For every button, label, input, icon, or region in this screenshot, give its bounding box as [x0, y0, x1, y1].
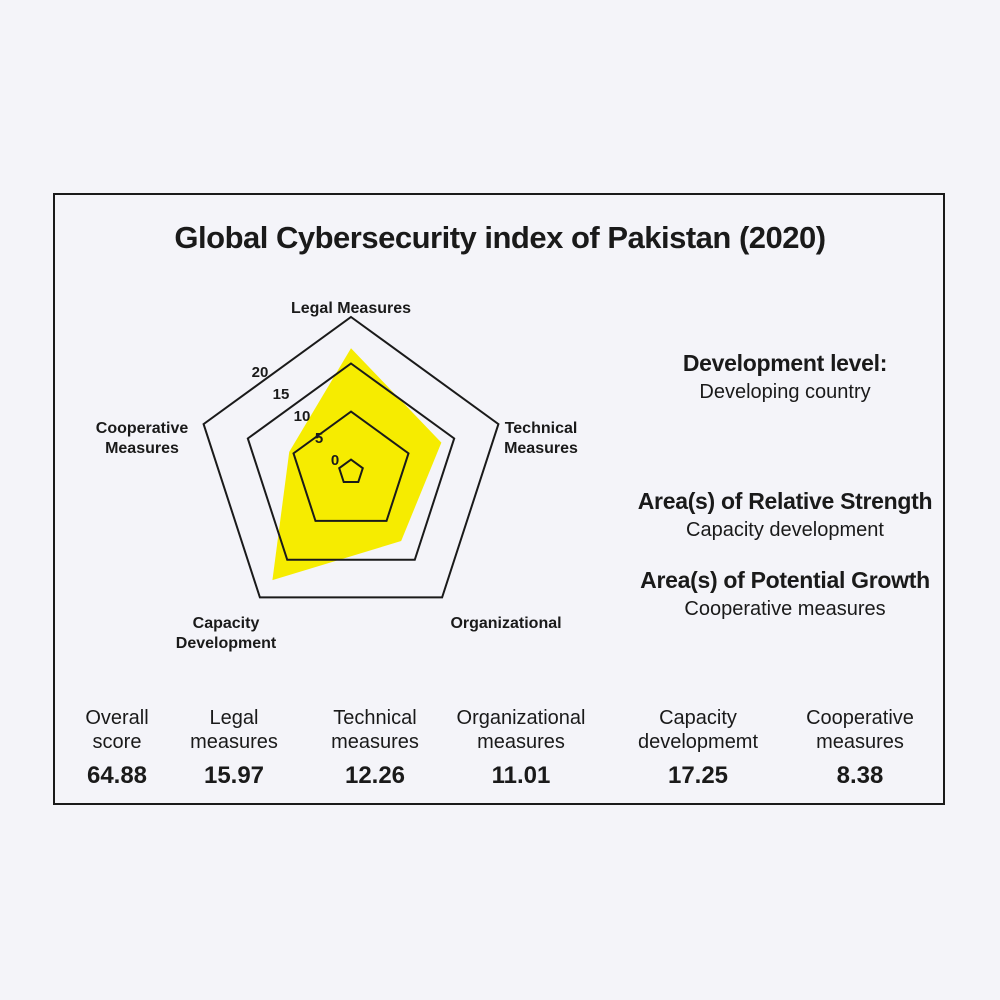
tick-label-10: 10 — [294, 408, 311, 425]
stat-label: Legal measures — [190, 707, 278, 753]
radar-grid-ring-2 — [292, 410, 410, 522]
chart-title: Global Cybersecurity index of Pakistan (… — [174, 220, 826, 255]
axis-label-technical: Technical — [505, 420, 578, 437]
stat-capacity-development: Capacity developmemt 17.25 — [618, 706, 778, 790]
axis-label-cooperative-line2: Measures — [105, 440, 179, 457]
stat-overall-score: Overall score 64.88 — [37, 706, 197, 790]
radar-grid — [202, 315, 500, 599]
radar-grid-ring-1 — [338, 458, 364, 484]
stat-label: Capacity developmemt — [637, 707, 759, 753]
axis-label-organizational: Organizational — [450, 615, 561, 632]
stat-value: 64.88 — [86, 762, 148, 789]
stat-value: 17.25 — [667, 762, 729, 789]
radar-grid-ring-4 — [202, 315, 500, 599]
axis-label-cooperative: Cooperative — [96, 420, 189, 437]
stat-value: 15.97 — [203, 762, 265, 789]
stat-technical-measures: Technical measures 12.26 — [295, 706, 455, 790]
stat-label: Technical measures — [331, 707, 419, 753]
stat-label: Overall score — [85, 707, 149, 753]
axis-label-capacity-line2: Development — [176, 635, 277, 652]
axis-label-capacity: Capacity — [193, 615, 260, 632]
stat-label: Organizational measures — [456, 707, 586, 753]
stat-label: Cooperative measures — [806, 707, 914, 753]
chart-frame — [53, 193, 945, 805]
stat-legal-measures: Legal measures 15.97 — [154, 706, 314, 790]
development-level-heading: Development level: — [682, 350, 888, 376]
relative-strength-block: Area(s) of Relative Strength Capacity de… — [630, 488, 940, 542]
tick-label-20: 20 — [252, 364, 269, 381]
stat-value: 8.38 — [836, 762, 884, 789]
tick-label-0: 0 — [331, 452, 339, 469]
tick-label-5: 5 — [315, 430, 323, 447]
stat-cooperative-measures: Cooperative measures 8.38 — [780, 706, 940, 790]
potential-growth-heading: Area(s) of Potential Growth — [640, 567, 930, 593]
axis-label-legal: Legal Measures — [291, 300, 411, 317]
stat-value: 11.01 — [491, 762, 551, 789]
development-level-block: Development level: Developing country — [630, 350, 940, 404]
radar-grid-ring-3 — [246, 362, 456, 561]
potential-growth-value: Cooperative measures — [684, 598, 886, 620]
relative-strength-heading: Area(s) of Relative Strength — [637, 488, 933, 514]
potential-growth-block: Area(s) of Potential Growth Cooperative … — [630, 567, 940, 621]
stat-value: 12.26 — [344, 762, 406, 789]
stat-organizational-measures: Organizational measures 11.01 — [441, 706, 601, 790]
development-level-value: Developing country — [699, 381, 871, 403]
tick-label-15: 15 — [273, 386, 290, 403]
relative-strength-value: Capacity development — [686, 519, 884, 541]
axis-label-technical-line2: Measures — [504, 440, 578, 457]
